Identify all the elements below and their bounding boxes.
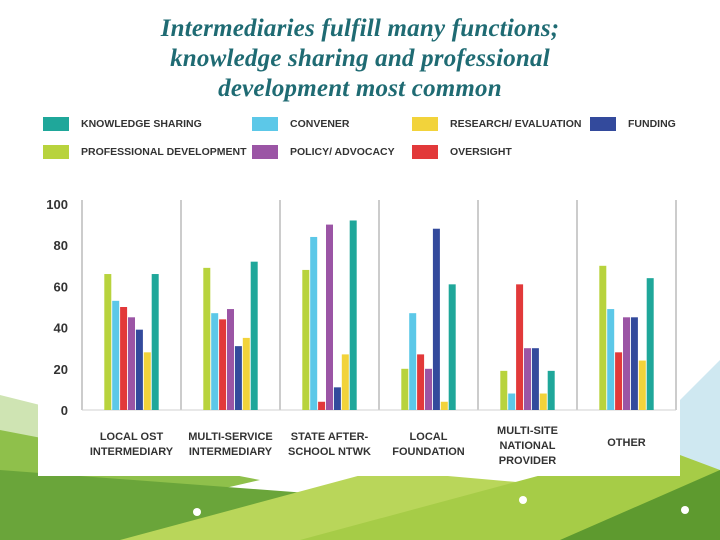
bar: [151, 274, 159, 410]
bar: [302, 269, 310, 410]
bar: [607, 309, 615, 410]
legend-item-convener: CONVENER: [252, 116, 350, 132]
bar: [524, 348, 531, 410]
bar: [646, 278, 654, 410]
legend-item-professional-development: PROFESSIONAL DEVELOPMENT: [43, 144, 247, 160]
bar: [508, 393, 516, 410]
bar: [599, 265, 607, 410]
x-tick-label: SCHOOL NTWK: [288, 446, 371, 458]
chart-panel: KNOWLEDGE SHARING CONVENER RESEARCH/ EVA…: [38, 110, 680, 476]
oversight-swatch: [412, 145, 438, 159]
legend-item-oversight: OVERSIGHT: [412, 144, 512, 160]
slide-title: Intermediaries fulfill many functions; k…: [0, 14, 720, 104]
bar: [333, 387, 341, 410]
legend-item-policy-advocacy: POLICY/ ADVOCACY: [252, 144, 395, 160]
bar: [448, 284, 456, 410]
title-line-2: knowledge sharing and professional: [170, 45, 550, 72]
y-tick-label: 0: [61, 403, 68, 418]
legend-label: POLICY/ ADVOCACY: [290, 146, 395, 158]
bar: [318, 401, 326, 410]
y-tick-label: 60: [54, 279, 68, 294]
bar: [143, 352, 151, 410]
bar: [242, 337, 250, 410]
legend-label: KNOWLEDGE SHARING: [81, 118, 202, 130]
y-tick-label: 80: [54, 238, 68, 253]
bar: [516, 284, 524, 410]
bar: [326, 224, 333, 410]
bar-chart: 0 20 40 60 80 100 LOCAL OST INTERMEDIARY MULTI-S…: [46, 197, 677, 467]
bar: [623, 317, 630, 410]
bar: [349, 220, 357, 410]
x-tick-label: OTHER: [607, 437, 646, 449]
bar: [630, 317, 638, 410]
bar: [547, 370, 555, 410]
convener-swatch: [252, 117, 278, 131]
x-tick-label: INTERMEDIARY: [90, 446, 174, 458]
title-line-3: development most common: [218, 75, 502, 102]
bar: [531, 348, 539, 410]
legend-item-research-evaluation: RESEARCH/ EVALUATION: [412, 116, 581, 132]
research-evaluation-swatch: [412, 117, 438, 131]
bar: [425, 368, 432, 410]
bar: [234, 346, 242, 410]
x-tick-label: LOCAL OST: [100, 431, 164, 443]
bar: [135, 329, 143, 410]
x-tick-label: NATIONAL: [499, 440, 555, 452]
legend-label: OVERSIGHT: [450, 146, 512, 158]
bar: [409, 313, 417, 410]
policy-advocacy-swatch: [252, 145, 278, 159]
bar: [104, 274, 112, 410]
bar: [128, 317, 135, 410]
legend-item-funding: FUNDING: [590, 116, 676, 132]
x-tick-label: LOCAL: [410, 431, 448, 443]
legend-label: PROFESSIONAL DEVELOPMENT: [81, 146, 247, 158]
knowledge-sharing-swatch: [43, 117, 69, 131]
y-tick-label: 100: [46, 197, 68, 212]
bar: [500, 370, 508, 410]
bar: [219, 319, 227, 410]
bar: [120, 307, 128, 410]
bar: [440, 401, 448, 410]
x-tick-label: INTERMEDIARY: [189, 446, 273, 458]
bar: [401, 368, 409, 410]
bar: [341, 354, 349, 410]
bar: [211, 313, 219, 410]
x-tick-label: FOUNDATION: [392, 446, 465, 458]
x-tick-label: MULTI-SERVICE: [188, 431, 273, 443]
bar: [250, 261, 258, 410]
bar: [432, 228, 440, 410]
bar: [638, 360, 646, 410]
bar: [310, 236, 318, 410]
professional-development-swatch: [43, 145, 69, 159]
funding-swatch: [590, 117, 616, 131]
bar: [539, 393, 547, 410]
bar: [615, 352, 623, 410]
y-tick-label: 40: [54, 321, 68, 336]
legend-item-knowledge-sharing: KNOWLEDGE SHARING: [43, 116, 202, 132]
title-line-1: Intermediaries fulfill many functions;: [160, 15, 560, 42]
bar: [112, 300, 120, 410]
bar: [417, 354, 425, 410]
legend-label: CONVENER: [290, 118, 350, 130]
legend-label: FUNDING: [628, 118, 676, 130]
x-tick-label: PROVIDER: [499, 455, 557, 467]
bar: [227, 309, 234, 410]
x-tick-label: STATE AFTER-: [291, 431, 369, 443]
y-tick-label: 20: [54, 362, 68, 377]
legend-label: RESEARCH/ EVALUATION: [450, 118, 582, 130]
chart-legend: KNOWLEDGE SHARING CONVENER RESEARCH/ EVA…: [38, 110, 680, 170]
x-tick-label: MULTI-SITE: [497, 425, 558, 437]
bar: [203, 267, 211, 410]
